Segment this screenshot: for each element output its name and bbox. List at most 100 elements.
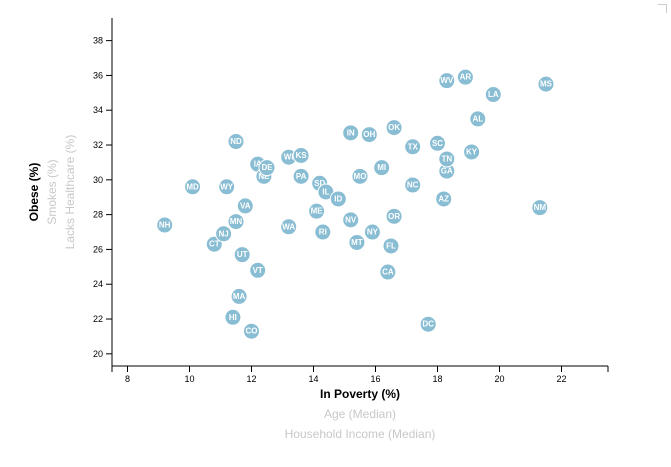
state-point-de[interactable]: DE	[258, 159, 276, 177]
state-point-az[interactable]: AZ	[435, 190, 453, 208]
state-point-sc[interactable]: SC	[429, 134, 446, 152]
state-marker[interactable]	[463, 143, 481, 161]
state-marker[interactable]	[156, 216, 174, 234]
state-marker[interactable]	[438, 72, 456, 90]
state-marker[interactable]	[227, 133, 245, 151]
state-marker[interactable]	[351, 167, 369, 185]
state-point-dc[interactable]: DC	[419, 315, 437, 333]
state-point-nv[interactable]: NV	[342, 211, 360, 229]
state-point-nj[interactable]: NJ	[215, 225, 233, 243]
state-point-ms[interactable]: MS	[537, 75, 555, 93]
state-marker[interactable]	[537, 75, 555, 93]
state-marker[interactable]	[249, 261, 267, 279]
state-marker[interactable]	[404, 138, 422, 156]
state-marker[interactable]	[243, 322, 260, 340]
state-point-ga[interactable]: GA	[438, 162, 456, 180]
state-marker[interactable]	[404, 176, 422, 194]
state-marker[interactable]	[308, 202, 326, 220]
state-point-ny[interactable]: NY	[363, 223, 381, 241]
state-marker[interactable]	[419, 315, 437, 333]
state-point-co[interactable]: CO	[243, 322, 260, 340]
state-point-in[interactable]: IN	[342, 124, 360, 142]
state-marker[interactable]	[342, 124, 360, 142]
x-axis-title-option[interactable]: Age (Median)	[324, 407, 396, 421]
state-point-mo[interactable]: MO	[351, 167, 369, 185]
state-marker[interactable]	[292, 146, 310, 164]
state-marker[interactable]	[363, 223, 381, 241]
state-point-ok[interactable]: OK	[385, 119, 403, 137]
state-marker[interactable]	[258, 159, 276, 177]
state-point-tn[interactable]: TN	[438, 150, 456, 168]
y-tick-label: 20	[93, 349, 103, 359]
state-point-mt[interactable]: MT	[348, 233, 366, 251]
state-point-nc[interactable]: NC	[404, 176, 422, 194]
state-marker[interactable]	[379, 263, 397, 281]
state-abbr-label: ME	[311, 207, 324, 216]
state-point-pa[interactable]: PA	[292, 167, 310, 185]
x-axis: 8 10 12 14 16 18 20 22	[111, 365, 609, 384]
state-marker[interactable]	[227, 213, 245, 231]
y-axis-title-option[interactable]: Obese (%)	[27, 163, 41, 222]
state-marker[interactable]	[280, 218, 298, 236]
state-point-tx[interactable]: TX	[404, 138, 422, 156]
state-point-oh[interactable]: OH	[360, 126, 378, 144]
state-point-ma[interactable]: MA	[230, 287, 248, 305]
state-point-ky[interactable]: KY	[463, 143, 481, 161]
x-axis-title-option[interactable]: Household Income (Median)	[285, 427, 436, 441]
state-marker[interactable]	[224, 308, 242, 326]
y-axis-title-option[interactable]: Smokes (%)	[45, 159, 59, 224]
state-point-la[interactable]: LA	[484, 86, 502, 104]
state-point-ut[interactable]: UT	[233, 246, 251, 264]
state-marker[interactable]	[329, 190, 347, 208]
state-point-nh[interactable]: NH	[156, 216, 174, 234]
state-point-wa[interactable]: WA	[280, 218, 298, 236]
state-point-ks[interactable]: KS	[292, 146, 310, 164]
y-axis-title-option[interactable]: Lacks Healthcare (%)	[63, 135, 77, 250]
state-marker[interactable]	[531, 199, 549, 217]
state-point-al[interactable]: AL	[469, 110, 487, 128]
state-marker[interactable]	[373, 159, 391, 177]
state-marker[interactable]	[385, 207, 403, 225]
state-point-wy[interactable]: WY	[218, 178, 236, 196]
state-marker[interactable]	[233, 246, 251, 264]
state-abbr-label: NV	[345, 215, 357, 224]
state-marker[interactable]	[184, 178, 202, 196]
state-point-or[interactable]: OR	[385, 207, 403, 225]
state-marker[interactable]	[292, 167, 310, 185]
state-point-vt[interactable]: VT	[249, 261, 267, 279]
state-marker[interactable]	[342, 211, 360, 229]
state-point-va[interactable]: VA	[236, 197, 254, 215]
state-marker[interactable]	[215, 225, 233, 243]
state-marker[interactable]	[348, 233, 366, 251]
state-marker[interactable]	[429, 134, 446, 152]
state-point-ri[interactable]: RI	[314, 223, 332, 241]
state-marker[interactable]	[236, 197, 254, 215]
state-marker[interactable]	[385, 119, 403, 137]
x-axis-title-option[interactable]: In Poverty (%)	[320, 387, 400, 401]
state-point-wv[interactable]: WV	[438, 72, 456, 90]
state-point-nm[interactable]: NM	[531, 199, 549, 217]
state-point-fl[interactable]: FL	[382, 237, 400, 255]
state-point-hi[interactable]: HI	[224, 308, 242, 326]
state-marker[interactable]	[438, 150, 456, 168]
state-point-nd[interactable]: ND	[227, 133, 245, 151]
state-point-mn[interactable]: MN	[227, 213, 245, 231]
state-marker[interactable]	[435, 190, 453, 208]
state-point-mi[interactable]: MI	[373, 159, 391, 177]
state-point-ca[interactable]: CA	[379, 263, 397, 281]
state-marker[interactable]	[469, 110, 487, 128]
state-marker[interactable]	[230, 287, 248, 305]
state-marker[interactable]	[484, 86, 502, 104]
state-point-md[interactable]: MD	[184, 178, 202, 196]
state-point-me[interactable]: ME	[308, 202, 326, 220]
state-marker[interactable]	[382, 237, 400, 255]
state-abbr-label: OH	[363, 130, 375, 139]
state-marker[interactable]	[456, 68, 474, 86]
state-marker[interactable]	[218, 178, 236, 196]
state-point-id[interactable]: ID	[329, 190, 347, 208]
state-abbr-label: OR	[388, 212, 400, 221]
state-point-ar[interactable]: AR	[456, 68, 474, 86]
state-abbr-label: MD	[186, 182, 199, 191]
state-marker[interactable]	[314, 223, 332, 241]
state-marker[interactable]	[360, 126, 378, 144]
